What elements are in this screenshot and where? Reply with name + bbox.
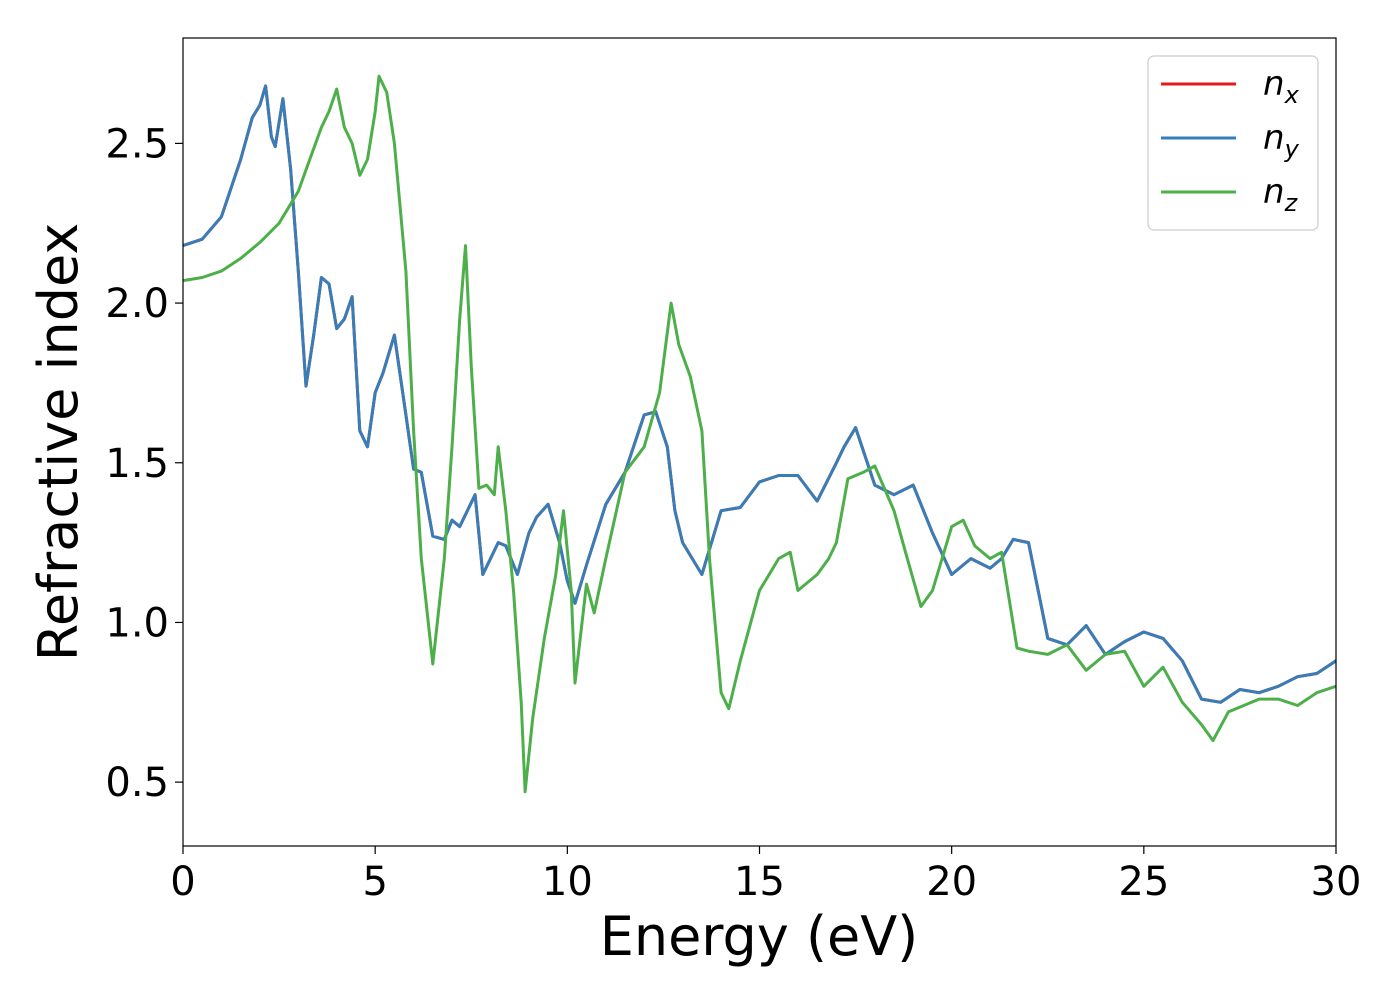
legend-label-y: ny: [1263, 118, 1300, 163]
y-axis: 0.5 1.0 1.5 2.0 2.5: [105, 121, 183, 806]
x-tick-label: 25: [1118, 859, 1169, 905]
x-tick-label: 0: [170, 859, 195, 905]
y-tick-label: 2.0: [105, 281, 169, 327]
x-axis-label: Energy (eV): [600, 905, 919, 968]
series-line-z: [183, 74, 1336, 794]
legend-label-z: nz: [1263, 172, 1299, 217]
y-tick-label: 0.5: [105, 760, 169, 806]
x-axis: 0 5 10 15 20 25 30: [170, 846, 1361, 905]
y-tick-label: 1.5: [105, 441, 169, 487]
legend-label-x: nx: [1263, 64, 1300, 109]
x-tick-label: 20: [926, 859, 977, 905]
series-layer: [183, 74, 1336, 794]
y-tick-label: 1.0: [105, 600, 169, 646]
legend: nx ny nz: [1147, 55, 1319, 231]
series-line-y: [183, 84, 1336, 704]
y-axis-label: Refractive index: [27, 223, 90, 662]
x-tick-label: 30: [1311, 859, 1362, 905]
x-tick-label: 10: [542, 859, 593, 905]
y-tick-label: 2.5: [105, 121, 169, 167]
x-tick-label: 5: [362, 859, 387, 905]
legend-box: [1147, 55, 1319, 231]
x-tick-label: 15: [734, 859, 785, 905]
